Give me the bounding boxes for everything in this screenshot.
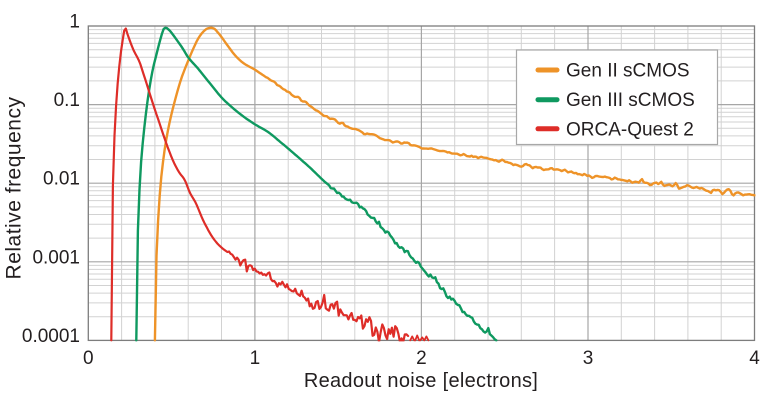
svg-text:3: 3 — [583, 348, 594, 369]
svg-text:0.1: 0.1 — [54, 90, 80, 111]
svg-text:Relative frequency: Relative frequency — [3, 97, 26, 280]
svg-text:0.01: 0.01 — [43, 169, 80, 190]
svg-text:Gen III sCMOS: Gen III sCMOS — [566, 90, 695, 111]
svg-text:1: 1 — [69, 12, 80, 33]
svg-text:0.0001: 0.0001 — [22, 326, 80, 347]
svg-text:4: 4 — [749, 348, 760, 369]
svg-text:0.001: 0.001 — [32, 247, 80, 268]
svg-text:Readout noise [electrons]: Readout noise [electrons] — [304, 370, 538, 392]
svg-text:Gen II sCMOS: Gen II sCMOS — [566, 61, 690, 82]
svg-text:1: 1 — [250, 348, 261, 369]
svg-text:0: 0 — [83, 348, 94, 369]
svg-text:2: 2 — [416, 348, 427, 369]
svg-text:ORCA-Quest 2: ORCA-Quest 2 — [566, 119, 694, 140]
